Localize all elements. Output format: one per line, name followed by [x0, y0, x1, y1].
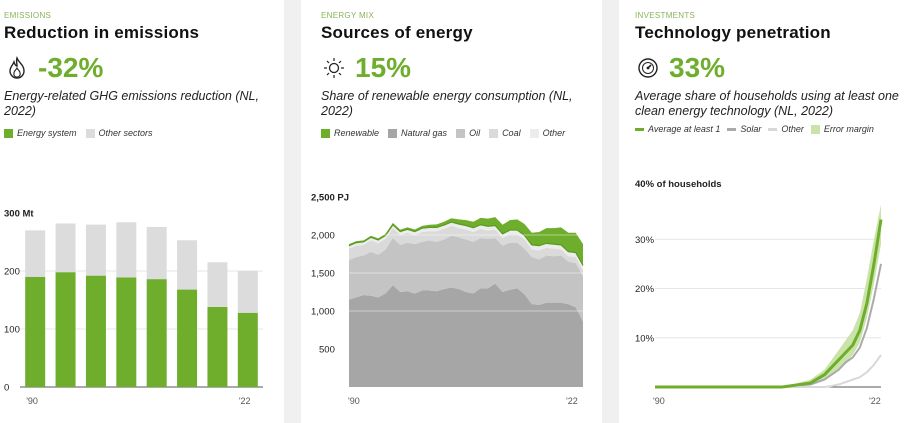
y-tick-label: 200 [4, 267, 20, 278]
line-series [655, 219, 883, 389]
panel-title: Sources of energy [321, 23, 473, 42]
line-series [655, 263, 882, 388]
y-tick-label: 300 Mt [4, 209, 34, 220]
x-tick-label: '22 [869, 396, 881, 406]
emissions-panel: EMISSIONS Reduction in emissions -32% En… [0, 0, 284, 423]
y-tick-label: 30% [635, 235, 655, 246]
y-tick-label: 2,000 [311, 231, 335, 242]
technology-panel: INVESTMENTS Technology penetration 33% A… [619, 0, 917, 423]
y-tick-label: 0 [4, 383, 9, 394]
bar [25, 230, 46, 277]
bar [177, 289, 198, 387]
error-band [655, 204, 881, 387]
bar [55, 223, 76, 273]
bar [237, 271, 258, 313]
panel-category: ENERGY MIX [321, 11, 375, 20]
panel-title: Reduction in emissions [4, 23, 200, 42]
energy-mix-panel: ENERGY MIX Sources of energy 15% Share o… [301, 0, 602, 423]
panel-description: Share of renewable energy consumption (N… [321, 89, 573, 118]
bar [146, 226, 167, 280]
area-series [349, 283, 583, 387]
bar [207, 262, 228, 307]
technology-line-chart: 40% of households 30% 20% 10% '90 '22 [635, 179, 883, 406]
energy-area-chart: 2,500 PJ 2,000 1,500 1,000 500 '90 '22 [311, 193, 584, 406]
legend-item: Energy system [4, 128, 77, 138]
emissions-bar-chart: 300 Mt 200 100 0 '90 '22 [4, 209, 263, 406]
kpi-value: -32% [38, 52, 104, 83]
y-tick-label: 20% [635, 284, 655, 295]
flame-icon [4, 55, 30, 81]
x-tick-label: '90 [26, 396, 38, 406]
legend-item: Coal [489, 128, 521, 138]
kpi-value: 33% [669, 52, 726, 83]
bar [116, 277, 137, 387]
bar [207, 306, 228, 387]
bar [25, 276, 46, 387]
gauge-icon [635, 55, 661, 81]
legend-item: Other [529, 128, 565, 138]
legend-item: Natural gas [388, 128, 447, 138]
area-series [349, 225, 583, 277]
legend-item: Solar [727, 124, 761, 134]
bar [237, 312, 258, 387]
panel-title: Technology penetration [635, 23, 831, 42]
legend: Average at least 1 Solar Other Error mar… [635, 122, 913, 136]
legend-item: Error margin [810, 124, 874, 134]
panel-category: EMISSIONS [4, 11, 52, 20]
bar [146, 279, 167, 387]
y-tick-label: 1,000 [311, 307, 335, 318]
panel-description: Average share of households using at lea… [635, 89, 899, 118]
y-tick-label: 2,500 PJ [311, 193, 349, 204]
y-tick-label: 1,500 [311, 269, 335, 280]
legend-item: Other sectors [85, 128, 153, 138]
panel-category: INVESTMENTS [635, 11, 696, 20]
y-tick-label: 10% [635, 333, 655, 344]
bar [85, 224, 106, 276]
y-tick-label: 40% of households [635, 179, 722, 190]
x-tick-label: '22 [239, 396, 251, 406]
renewable-edge [348, 221, 584, 266]
legend: Energy system Other sectors [4, 126, 280, 140]
legend-item: Renewable [321, 128, 379, 138]
legend-item: Oil [456, 128, 480, 138]
bar [55, 272, 76, 387]
bar [116, 222, 137, 278]
area-series [349, 222, 583, 270]
area-series [349, 235, 583, 322]
x-tick-label: '90 [348, 396, 360, 406]
bar [85, 275, 106, 387]
legend: Renewable Natural gas Oil Coal Other [321, 126, 598, 140]
x-tick-label: '22 [566, 396, 578, 406]
bar [177, 240, 198, 290]
y-tick-label: 100 [4, 325, 20, 336]
sun-icon [321, 55, 347, 81]
kpi-value: 15% [355, 52, 412, 83]
x-tick-label: '90 [653, 396, 665, 406]
panel-description: Energy-related GHG emissions reduction (… [4, 89, 259, 118]
legend-item: Average at least 1 [635, 124, 720, 134]
legend-item: Other [768, 124, 804, 134]
y-tick-label: 500 [319, 345, 335, 356]
